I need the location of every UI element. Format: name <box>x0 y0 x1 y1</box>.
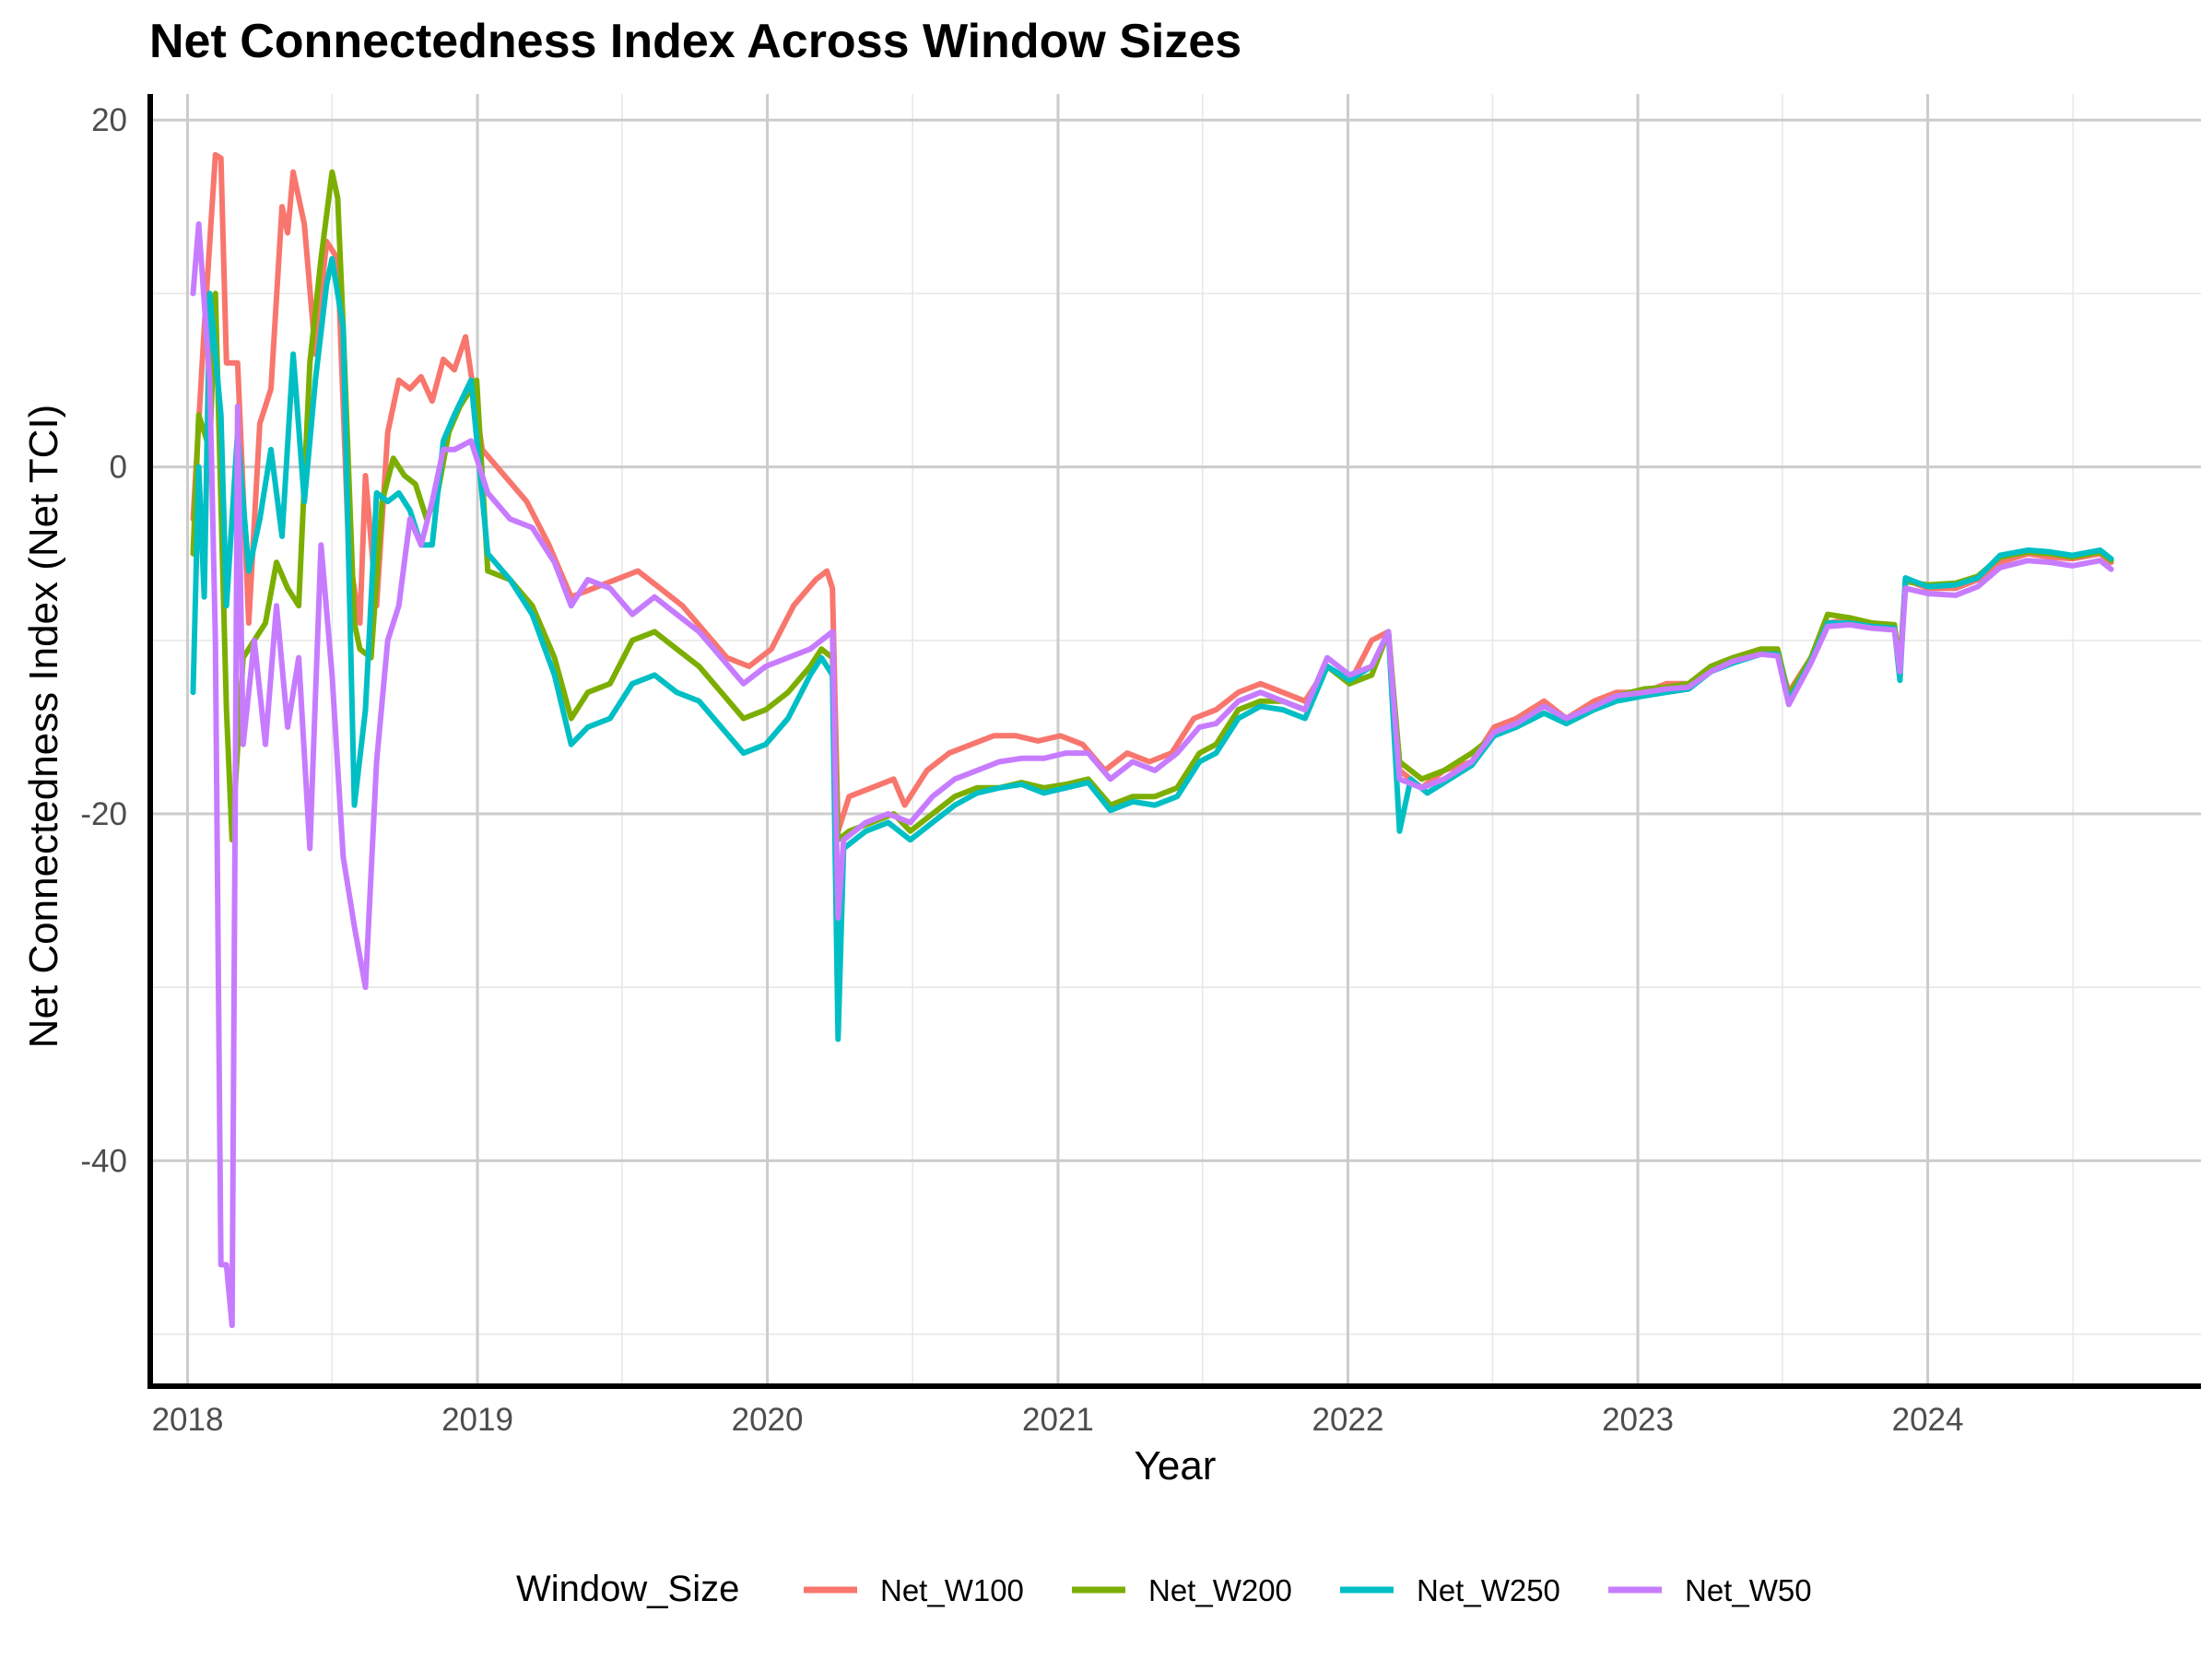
series-line-net-w200 <box>190 169 2114 843</box>
legend-label: Net_W100 <box>880 1573 1024 1607</box>
y-tick-label: 20 <box>91 102 127 138</box>
x-tick-label: 2024 <box>1892 1402 1964 1438</box>
y-tick-label: 0 <box>110 450 127 486</box>
x-tick-label: 2019 <box>441 1402 513 1438</box>
y-axis-title: Net Connectedness Index (Net TCI) <box>21 405 66 1049</box>
series-line-net-w250 <box>190 255 2114 1042</box>
legend-label: Net_W250 <box>1417 1573 1560 1607</box>
axes <box>147 94 2201 1389</box>
legend-item-net-w100: Net_W100 <box>804 1573 1024 1607</box>
legend-label: Net_W200 <box>1148 1573 1292 1607</box>
x-tick-label: 2023 <box>1602 1402 1674 1438</box>
grid <box>150 94 2201 1386</box>
legend: Window_Size Net_W100 Net_W200 Net_W250 Net_… <box>516 1569 1812 1609</box>
legend-item-net-w50: Net_W50 <box>1608 1573 1812 1607</box>
series-line-net-w50 <box>190 221 2114 1329</box>
x-tick-label: 2018 <box>152 1402 224 1438</box>
series-lines <box>190 151 2114 1329</box>
y-tick-label: -20 <box>80 796 127 832</box>
legend-item-net-w250: Net_W250 <box>1340 1573 1560 1607</box>
x-tick-label: 2022 <box>1312 1402 1384 1438</box>
x-axis-title: Year <box>1135 1443 1217 1488</box>
chart-title: Net Connectedness Index Across Window Si… <box>149 15 1241 68</box>
legend-item-net-w200: Net_W200 <box>1072 1573 1292 1607</box>
legend-label: Net_W50 <box>1685 1573 1812 1607</box>
x-tick-label: 2020 <box>732 1402 804 1438</box>
tick-labels: -40 -20 0 20 2018 2019 2020 2021 2022 2023 2024 <box>80 102 1963 1438</box>
x-tick-label: 2021 <box>1022 1402 1094 1438</box>
legend-title: Window_Size <box>516 1569 739 1609</box>
y-tick-label: -40 <box>80 1143 127 1179</box>
